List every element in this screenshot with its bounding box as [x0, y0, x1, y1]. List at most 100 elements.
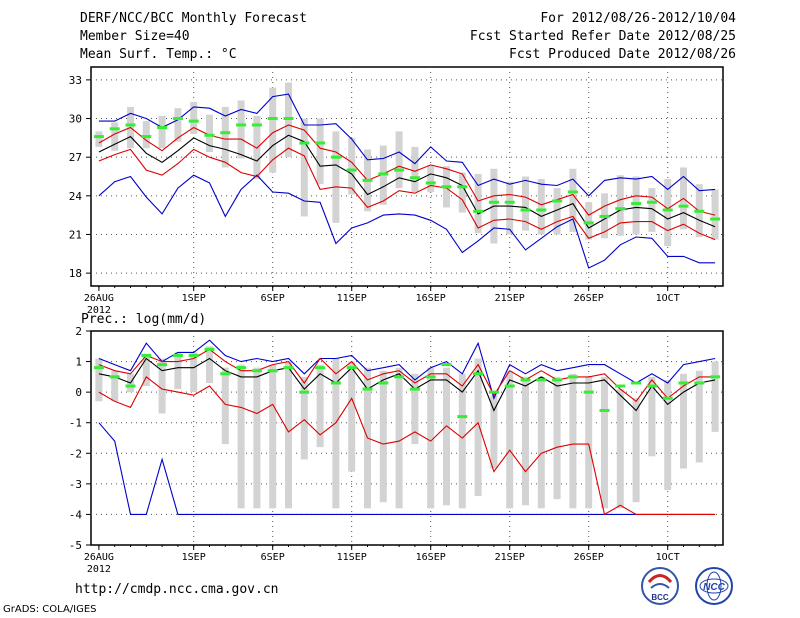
prec-spread-box: [348, 361, 356, 472]
prec-median-marker: [599, 408, 610, 412]
prec-median-marker: [299, 390, 310, 394]
prec-ytick-label: -4: [69, 508, 83, 521]
temp-spread-box: [664, 179, 672, 247]
prec-xtick-label: 16SEP: [416, 552, 446, 563]
prec-spread-box: [379, 370, 387, 503]
temp-spread-box: [506, 181, 514, 235]
prec-median-marker: [346, 366, 357, 370]
temp-ytick-label: 30: [69, 113, 82, 126]
prec-median-marker: [583, 390, 594, 394]
prec-mean-line: [98, 357, 716, 412]
prec-panel-title: Prec.: log(mm/d): [81, 312, 206, 327]
temp-median-marker: [141, 135, 152, 139]
prec-median-marker: [236, 366, 247, 370]
prec-median-marker: [473, 372, 484, 376]
temp-mean-line: [98, 134, 716, 229]
prec-spread-box: [142, 355, 150, 387]
prec-ytick-label: 1: [75, 356, 82, 369]
prec-median-marker: [188, 353, 199, 357]
prec-median-marker: [710, 375, 721, 379]
svg-text:NCC: NCC: [703, 582, 725, 593]
temp-median-marker: [283, 117, 294, 121]
temp-median-marker: [409, 176, 420, 180]
prec-median-marker: [157, 363, 168, 367]
temp-ytick-label: 27: [69, 151, 82, 164]
prec-median-marker: [330, 381, 341, 385]
prec-panel: -5 -4 -3 -2 -1 0 1 2 26AUG 1SEP 6SEP 11SEP 16SEP 21SE…: [69, 325, 723, 575]
prec-median-marker: [251, 369, 262, 373]
prec-median-marker: [93, 366, 104, 370]
temp-spread-box: [237, 100, 245, 159]
temp-median-marker: [457, 185, 468, 189]
prec-xtick-label: 26SEP: [574, 552, 604, 563]
temp-xtick-label: 11SEP: [337, 293, 367, 304]
temp-median-marker: [710, 217, 721, 221]
prec-median-marker: [109, 375, 120, 379]
prec-spread-box: [601, 376, 608, 509]
temp-spread-box: [632, 176, 640, 235]
temp-median-marker: [536, 208, 547, 212]
agency-logos: BCC NCC: [641, 567, 733, 605]
prec-spread-box: [269, 364, 277, 509]
prec-median-marker: [615, 384, 626, 388]
prec-spread-box: [585, 376, 593, 509]
prec-median-marker: [267, 369, 278, 373]
temp-year-label: 2012: [87, 305, 111, 316]
prec-xtick-label: 1SEP: [182, 552, 206, 563]
temp-median-marker: [109, 127, 120, 131]
temp-spread-box: [458, 172, 466, 213]
prec-spread-box: [285, 361, 292, 509]
temp-spread-box: [553, 188, 561, 235]
prec-median-marker: [204, 347, 215, 351]
prec-median-marker: [504, 384, 515, 388]
prec-spread-box: [190, 352, 198, 393]
prec-spread-box: [474, 358, 482, 497]
source-url[interactable]: http://cmdp.ncc.cma.gov.cn: [75, 582, 279, 597]
prec-spread-box: [221, 367, 229, 445]
temp-max-line: [98, 93, 716, 197]
temp-spread-box: [206, 114, 213, 153]
produced-date-label: Fcst Produced Date 2012/08/26: [509, 47, 736, 62]
prec-median-marker: [315, 366, 326, 370]
temp-min-line: [98, 174, 716, 269]
prec-spread-box: [237, 364, 245, 509]
temp-spread-box: [569, 168, 577, 232]
temp-spread-box: [158, 115, 166, 149]
temp-spread-box: [522, 176, 529, 231]
prec-spread-box: [537, 376, 545, 509]
prec-ytick-label: -2: [69, 447, 82, 460]
temp-median-marker: [220, 131, 231, 135]
prec-spread-box: [395, 367, 403, 509]
prec-spread-box: [316, 364, 324, 448]
prec-spread-box: [490, 395, 498, 469]
temp-median-marker: [583, 221, 594, 225]
prec-sigma-upper-line: [98, 348, 716, 403]
prec-median-marker: [141, 353, 152, 357]
temp-spread-box: [648, 188, 656, 232]
prec-spread-box: [332, 358, 340, 509]
temp-spread-box: [395, 131, 403, 189]
prec-median-marker: [220, 372, 231, 376]
temp-median-marker: [346, 168, 357, 172]
temp-spread-box: [616, 175, 624, 236]
prec-ytick-label: 2: [75, 325, 82, 338]
prec-max-line: [98, 339, 716, 400]
prec-xtick-label: 26AUG: [84, 552, 114, 563]
temp-spread-box: [300, 118, 308, 217]
prec-spread-box: [553, 376, 561, 500]
prec-median-marker: [362, 387, 373, 391]
temp-median-marker: [662, 208, 673, 212]
prec-panel-frame: [90, 330, 724, 546]
temp-spread-box: [585, 202, 593, 240]
prec-spread-box: [411, 373, 419, 445]
prec-spread-box: [458, 373, 466, 509]
prec-median-marker: [662, 396, 673, 400]
prec-median-marker: [441, 363, 452, 367]
temp-median-marker: [694, 209, 705, 213]
temp-median-marker: [394, 168, 405, 172]
prec-spread-box: [680, 373, 687, 469]
prec-spread-box: [648, 376, 656, 457]
temp-median-marker: [93, 135, 104, 139]
forecast-period-label: For 2012/08/26-2012/10/04: [540, 11, 736, 26]
svg-text:BCC: BCC: [651, 593, 669, 602]
